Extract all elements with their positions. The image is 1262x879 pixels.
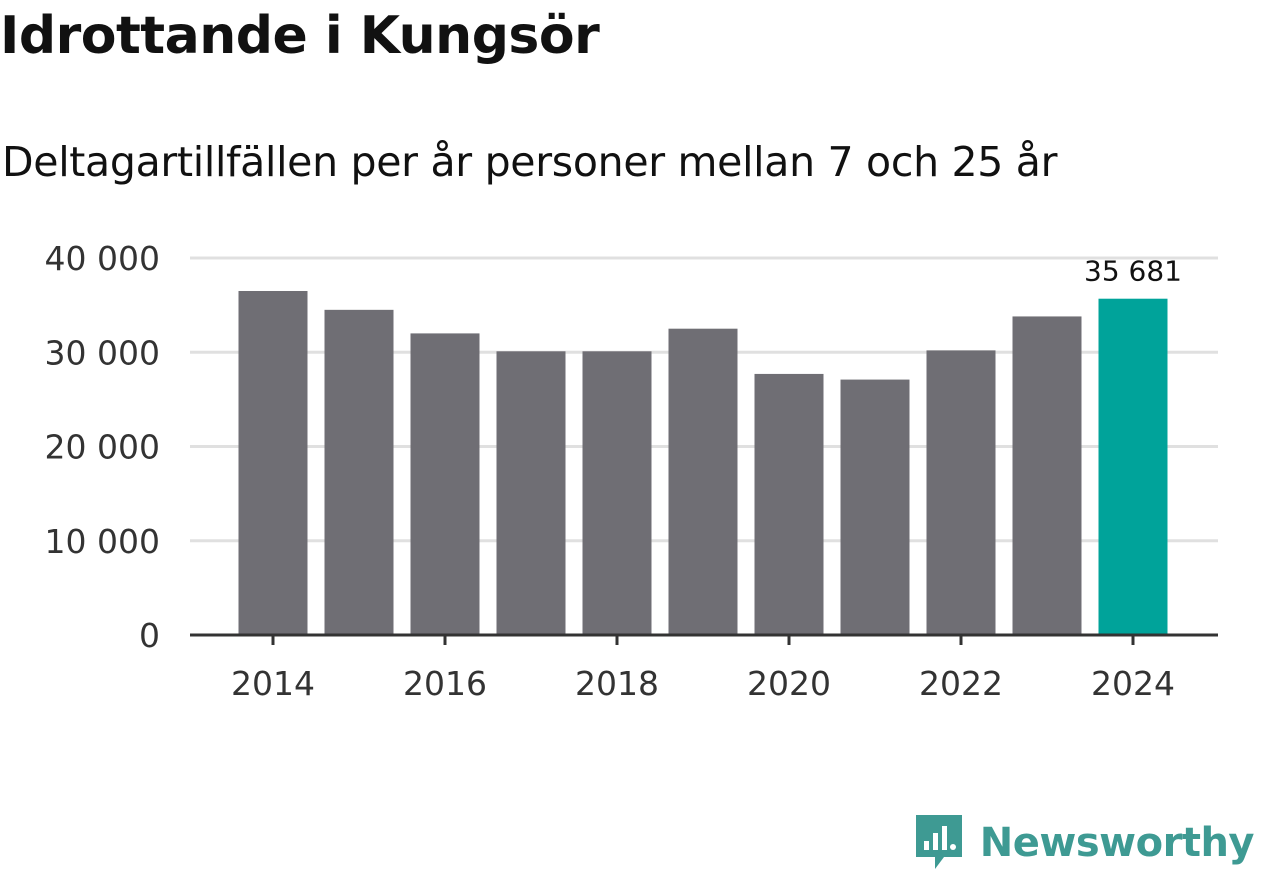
y-tick-label: 10 000 — [45, 522, 160, 561]
bar-2022 — [926, 350, 996, 635]
y-tick-label: 40 000 — [45, 239, 160, 278]
x-tick-label: 2014 — [231, 664, 315, 703]
y-tick-label: 20 000 — [45, 428, 160, 467]
brand-logo: Newsworthy — [914, 813, 1255, 873]
bar-2019 — [668, 328, 738, 635]
bar-2017 — [496, 351, 566, 635]
bar-chart-speech-bubble-icon — [915, 815, 962, 869]
x-axis — [190, 633, 1218, 645]
bar-2015 — [324, 309, 394, 635]
bar-2018 — [582, 351, 652, 635]
bar-2020 — [754, 373, 824, 635]
bar-2014 — [238, 290, 308, 635]
y-axis-labels: 0 10 000 20 000 30 000 40 000 — [45, 239, 160, 655]
brand-name: Newsworthy — [979, 820, 1255, 866]
x-tick-label: 2022 — [919, 664, 1003, 703]
annotations: 35 681 — [1084, 255, 1182, 288]
x-tick-label: 2020 — [747, 664, 831, 703]
bar-2021 — [840, 379, 910, 635]
highlight-value-label: 35 681 — [1084, 255, 1182, 288]
x-tick-label: 2016 — [403, 664, 487, 703]
x-tick-label: 2024 — [1091, 664, 1175, 703]
y-tick-label: 30 000 — [45, 333, 160, 372]
chart-title: Idrottande i Kungsör — [0, 6, 600, 66]
x-axis-labels: 2014 2016 2018 2020 2022 2024 — [231, 664, 1175, 703]
y-tick-label: 0 — [139, 616, 160, 655]
bar-2016 — [410, 333, 480, 635]
x-tick-label: 2018 — [575, 664, 659, 703]
bar-2024 — [1098, 298, 1168, 635]
bar-2023 — [1012, 316, 1082, 635]
chart-subtitle: Deltagartillfällen per år personer mella… — [2, 138, 1058, 186]
bars — [238, 290, 1168, 635]
